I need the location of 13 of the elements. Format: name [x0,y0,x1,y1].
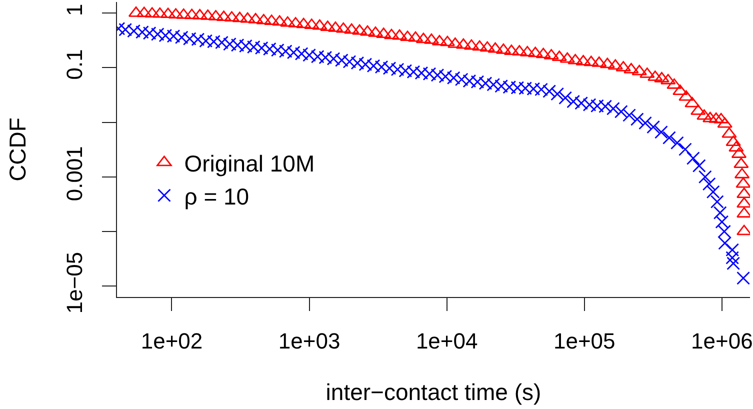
y-tick-label: 0.001 [62,146,88,202]
y-tick-label: 1 [62,4,88,16]
legend-label: ρ = 10 [184,183,250,210]
x-tick-label: 1e+05 [553,328,616,354]
y-tick-label: 1e−05 [62,252,88,314]
x-tick-label: 1e+04 [416,328,478,354]
y-tick-label: 0.1 [62,49,88,80]
y-axis-title: CCDF [4,118,31,182]
x-axis-title: inter−contact time (s) [326,379,542,405]
legend-label: Original 10M [184,150,315,176]
x-tick-label: 1e+02 [140,328,203,354]
x-tick-label: 1e+06 [691,328,753,354]
x-tick-label: 1e+03 [278,328,340,354]
